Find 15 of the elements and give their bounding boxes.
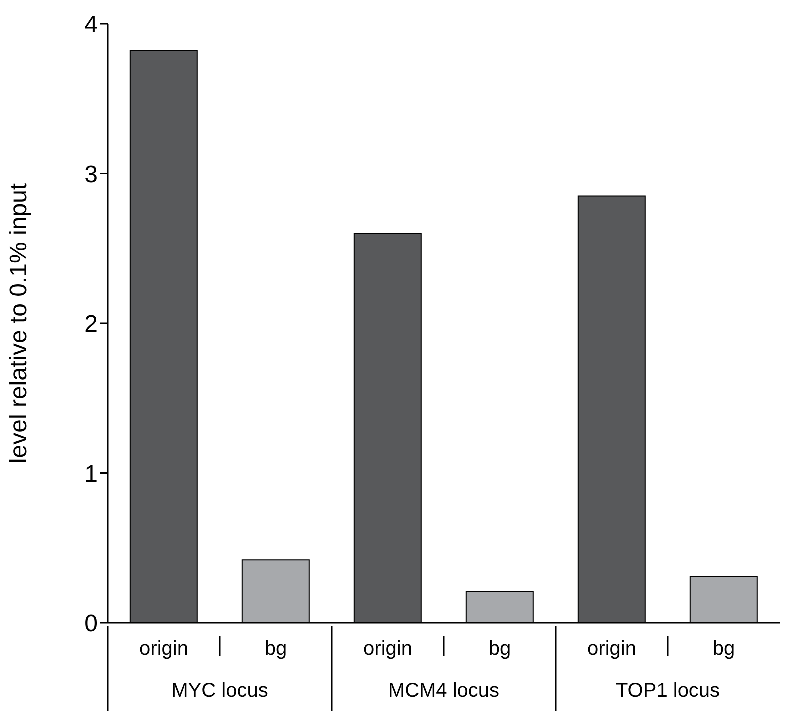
x-tick-label: origin [140,638,188,660]
y-tick-label: 2 [84,311,98,338]
x-tick-label: bg [488,638,512,660]
y-tick-label: 4 [84,12,98,39]
x-tick-label: bg [712,638,736,660]
text: MYC locus [172,680,268,702]
x-tick-label: bg [264,638,288,660]
y-tick-label: 1 [84,460,98,488]
text: MCM4 locus [388,680,500,702]
text: TOP1 locus [616,680,720,702]
y-tick-label: 3 [84,161,98,188]
x-tick-label: origin [588,638,636,660]
y-axis-title: level relative to 0.1% input [6,183,33,464]
x-tick-label: origin [364,638,412,660]
y-tick-label: 0 [84,610,98,638]
